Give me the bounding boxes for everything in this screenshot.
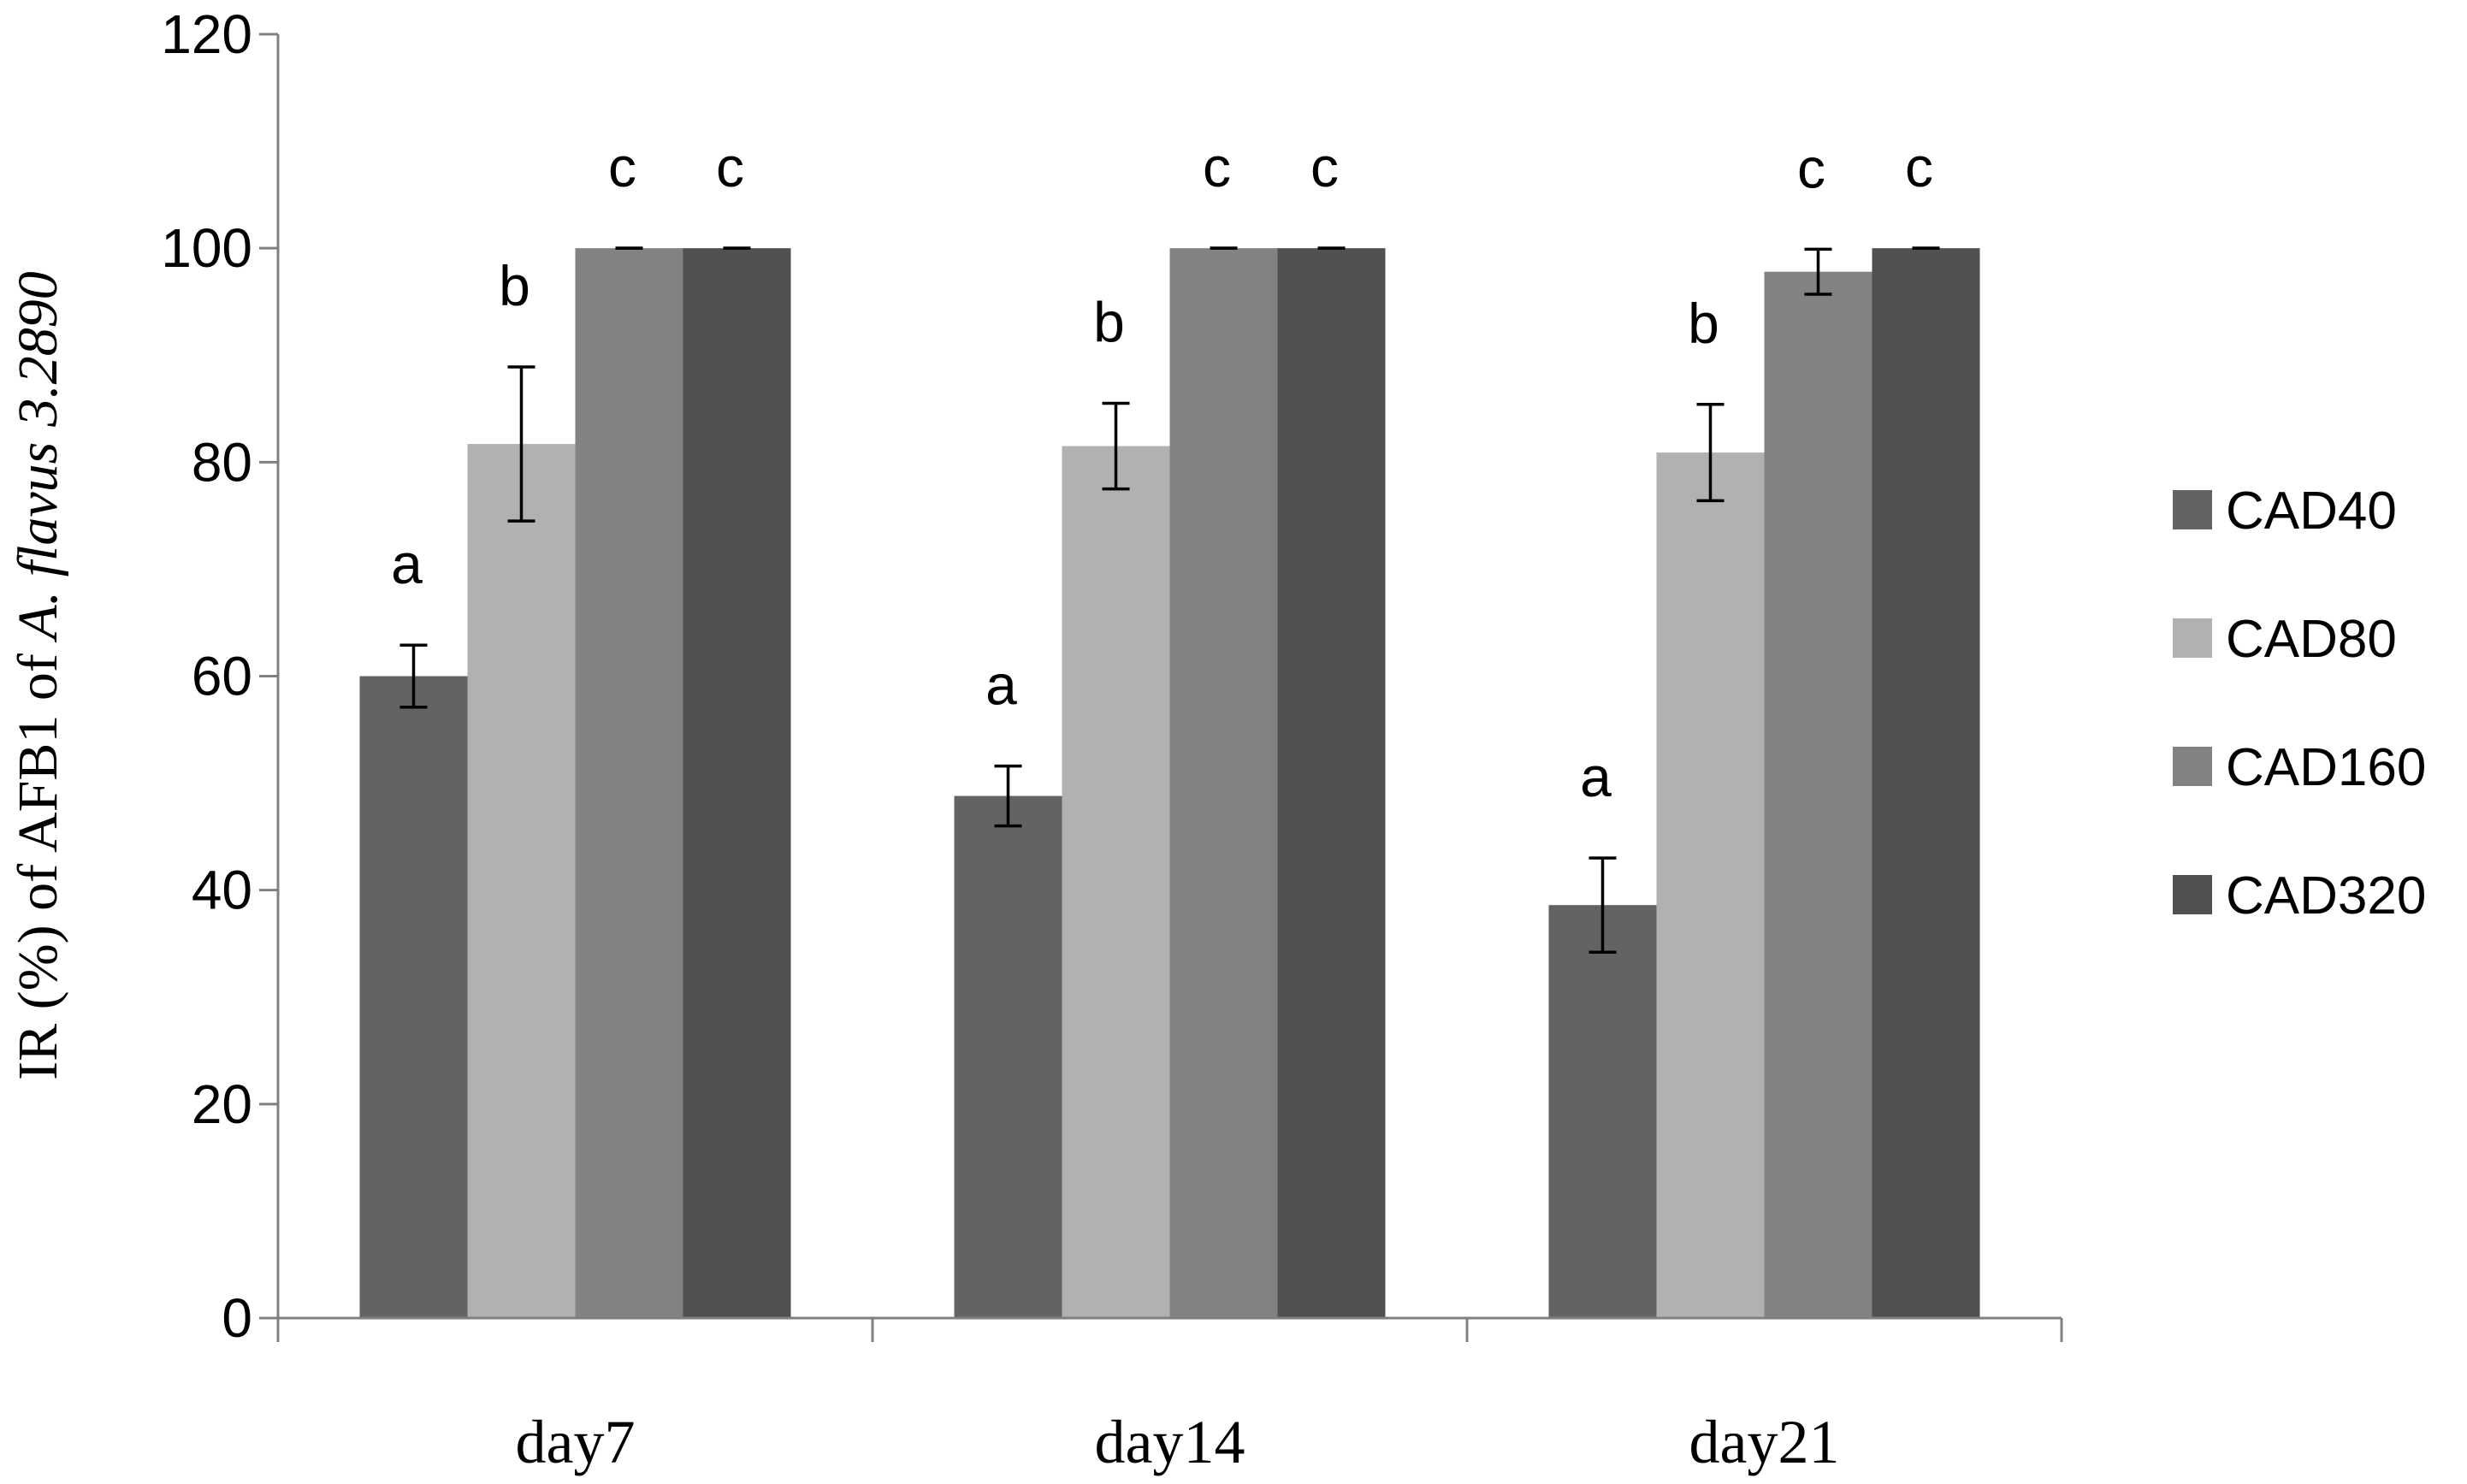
bar-cad320-day14 <box>1277 248 1386 1319</box>
bar-cad80-day21 <box>1656 452 1765 1318</box>
legend-swatch-cad40 <box>2173 490 2212 529</box>
significance-letter: b <box>499 254 530 317</box>
significance-letter: c <box>1310 135 1339 198</box>
significance-letter: b <box>1093 291 1125 354</box>
legend-swatch-cad160 <box>2173 747 2212 786</box>
x-category-label: day7 <box>516 1408 636 1476</box>
bar-cad40-day14 <box>954 795 1062 1318</box>
bar-cad80-day7 <box>467 444 576 1318</box>
y-axis-title-species: A. flavus <box>7 442 69 643</box>
significance-letter: a <box>1580 745 1612 808</box>
legend-label-cad320: CAD320 <box>2226 866 2426 925</box>
y-tick-label: 120 <box>161 3 252 65</box>
y-axis-title: IR (%) of AFB1 of A. flavus 3.2890 <box>7 271 69 1080</box>
y-tick-label: 40 <box>192 860 252 921</box>
x-category-label: day14 <box>1095 1408 1245 1476</box>
legend: CAD40 CAD80 CAD160 CAD320 <box>2173 482 2426 925</box>
y-tick-label: 20 <box>192 1073 252 1135</box>
significance-letter: a <box>391 532 423 595</box>
significance-letter: c <box>608 135 636 198</box>
y-tick-label: 0 <box>222 1287 252 1349</box>
bar-cad40-day21 <box>1548 905 1657 1318</box>
x-axis-categories: day7 day14 day21 <box>276 1318 2063 1476</box>
y-tick-label: 80 <box>192 431 252 493</box>
bar-cad160-day7 <box>575 248 683 1319</box>
legend-swatch-cad80 <box>2173 618 2212 658</box>
significance-letter: c <box>1203 135 1231 198</box>
y-axis-title-prefix: IR (%) of AFB1 of <box>7 640 69 1080</box>
y-tick-label: 100 <box>161 217 252 279</box>
error-bars-layer <box>399 246 1940 954</box>
legend-label-cad40: CAD40 <box>2226 482 2397 541</box>
bars-layer <box>359 248 1980 1319</box>
bar-cad320-day7 <box>683 248 791 1319</box>
legend-swatch-cad320 <box>2173 875 2212 914</box>
bar-cad160-day14 <box>1169 248 1278 1319</box>
legend-label-cad160: CAD160 <box>2226 738 2426 797</box>
bar-cad80-day14 <box>1062 446 1170 1318</box>
bar-cad320-day21 <box>1872 248 1980 1319</box>
significance-letter: c <box>1905 135 1933 198</box>
bar-cad160-day21 <box>1764 271 1872 1318</box>
significance-letters-layer: a b c c a b c c a b c c <box>391 135 1933 808</box>
significance-letter: b <box>1688 292 1719 355</box>
y-axis-title-strain: 3.2890 <box>7 271 69 428</box>
significance-letter: a <box>985 653 1017 717</box>
legend-label-cad80: CAD80 <box>2226 610 2397 669</box>
significance-letter: c <box>1797 136 1825 199</box>
bar-cad40-day7 <box>359 676 468 1318</box>
y-tick-label: 60 <box>192 646 252 707</box>
x-category-label: day21 <box>1689 1408 1840 1476</box>
significance-letter: c <box>716 135 744 198</box>
y-axis-ticks: 0 20 40 60 80 100 120 <box>161 3 278 1349</box>
